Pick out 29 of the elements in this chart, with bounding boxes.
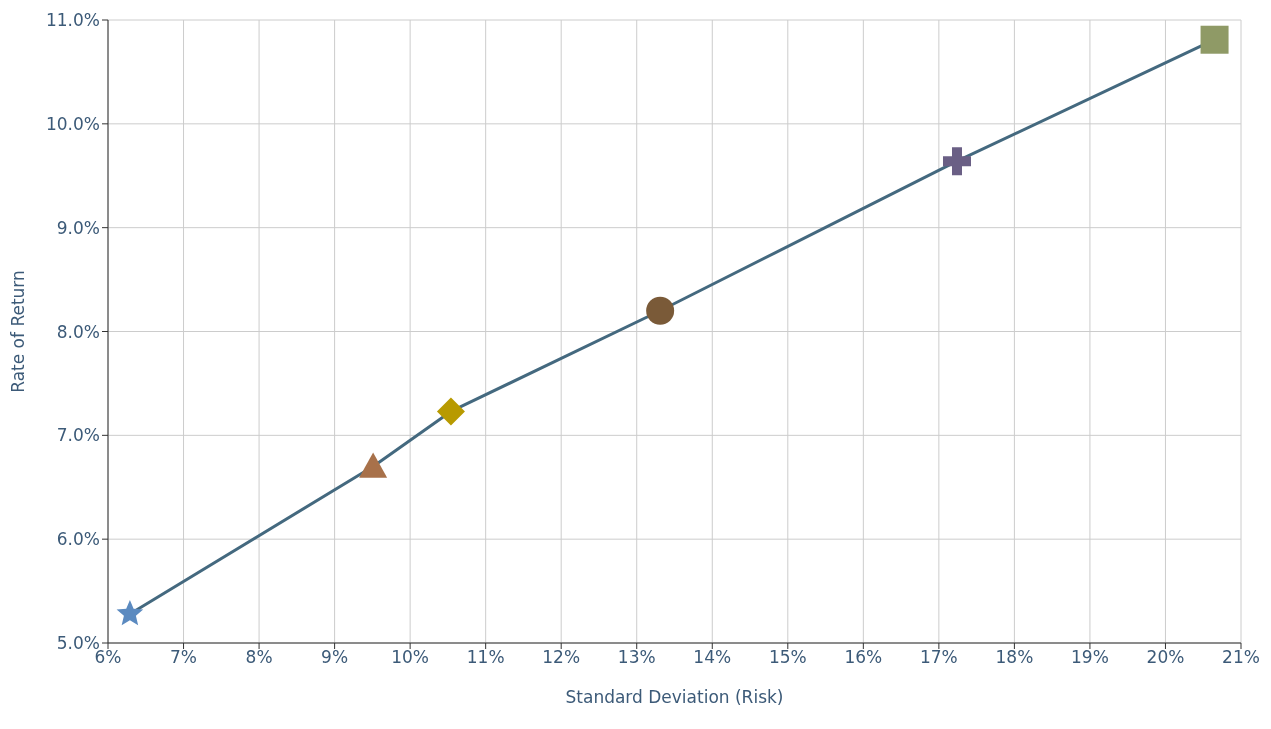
point bbox=[359, 452, 388, 478]
y-tick-label: 11.0% bbox=[45, 10, 100, 31]
y-tick-label: 7.0% bbox=[56, 425, 100, 446]
x-tick-label: 21% bbox=[1222, 647, 1260, 668]
x-tick-label: 16% bbox=[844, 647, 883, 668]
y-axis-title: Rate of Return bbox=[8, 270, 29, 393]
x-tick-label: 15% bbox=[768, 647, 807, 668]
x-tick-label: 11% bbox=[466, 647, 505, 668]
x-tick-label: 7% bbox=[170, 647, 198, 668]
x-tick-label: 17% bbox=[919, 647, 958, 668]
x-tick-label: 12% bbox=[542, 647, 581, 668]
x-tick-label: 18% bbox=[995, 647, 1034, 668]
point bbox=[116, 599, 144, 626]
y-tick-label: 8.0% bbox=[56, 321, 100, 342]
x-tick-label: 20% bbox=[1146, 647, 1185, 668]
point bbox=[646, 296, 675, 325]
x-tick-label: 10% bbox=[391, 647, 430, 668]
x-tick-label: 8% bbox=[245, 647, 273, 668]
x-tick-label: 19% bbox=[1071, 647, 1109, 668]
point bbox=[942, 147, 971, 176]
x-tick-label: 14% bbox=[693, 647, 732, 668]
y-tick-label: 9.0% bbox=[56, 217, 100, 238]
x-tick-label: 13% bbox=[617, 647, 656, 668]
x-tick-label: 9% bbox=[321, 647, 349, 668]
point bbox=[1200, 25, 1229, 54]
point bbox=[436, 397, 465, 426]
y-tick-label: 6.0% bbox=[56, 529, 100, 550]
y-tick-label: 10.0% bbox=[45, 113, 100, 134]
x-axis-title: Standard Deviation (Risk) bbox=[565, 687, 784, 707]
